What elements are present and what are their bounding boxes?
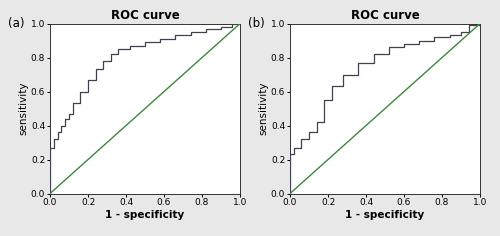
Text: (b): (b) — [248, 17, 265, 30]
Title: ROC curve: ROC curve — [110, 9, 180, 22]
Text: (a): (a) — [8, 17, 24, 30]
Title: ROC curve: ROC curve — [350, 9, 420, 22]
X-axis label: 1 - specificity: 1 - specificity — [346, 210, 424, 220]
Y-axis label: sensitivity: sensitivity — [258, 82, 268, 135]
Y-axis label: sensitivity: sensitivity — [18, 82, 28, 135]
X-axis label: 1 - specificity: 1 - specificity — [106, 210, 184, 220]
